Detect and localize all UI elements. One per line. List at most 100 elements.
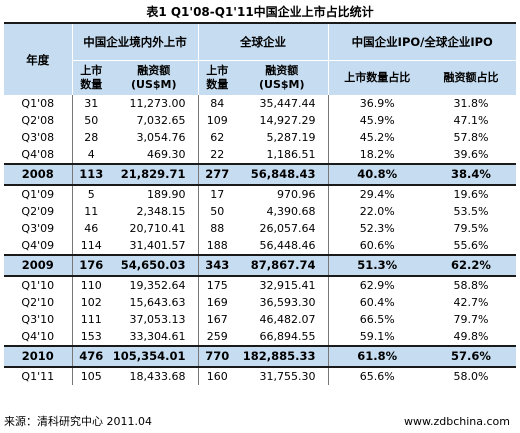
cell-china-amount: 105,354.01	[110, 345, 198, 368]
cell-ratio-count: 65.6%	[327, 367, 426, 385]
cell-china-amount: 2,348.15	[110, 203, 198, 220]
header-china-amount: 融资额 (US$M)	[110, 60, 198, 95]
cell-china-amount: 7,032.65	[110, 112, 198, 129]
cell-china-count: 11	[71, 203, 110, 220]
cell-china-amount: 189.90	[110, 185, 198, 203]
cell-global-amount: 970.96	[236, 185, 328, 203]
cell-ratio-count: 36.9%	[327, 95, 426, 112]
cell-period: Q2'10	[4, 294, 72, 311]
table-row-year-total: 2009 176 54,650.03 343 87,867.74 51.3% 62.2%	[4, 254, 517, 277]
cell-period: Q2'09	[4, 203, 72, 220]
cell-china-count: 476	[71, 345, 110, 368]
cell-global-amount: 5,287.19	[236, 129, 328, 146]
table-row: Q2'08 50 7,032.65 109 14,927.29 45.9% 47.1%	[4, 112, 517, 129]
cell-china-amount: 33,304.61	[110, 328, 198, 346]
cell-china-count: 4	[71, 146, 110, 164]
cell-global-amount: 46,482.07	[236, 311, 328, 328]
table-row-year-total: 2010 476 105,354.01 770 182,885.33 61.8% 57.6%	[4, 345, 517, 368]
table-row: Q3'10 111 37,053.13 167 46,482.07 66.5% 79.7%	[4, 311, 517, 328]
cell-china-amount: 31,401.57	[110, 237, 198, 255]
ipo-ratio-table: 年度 中国企业境内外上市 全球企业 中国企业IPO/全球企业IPO 上市 数量 …	[4, 24, 517, 385]
cell-ratio-count: 61.8%	[327, 345, 426, 368]
cell-china-count: 105	[71, 367, 110, 385]
table-row: Q1'08 31 11,273.00 84 35,447.44 36.9% 31.8%	[4, 95, 517, 112]
cell-ratio-count: 66.5%	[327, 311, 426, 328]
cell-china-count: 176	[71, 254, 110, 277]
cell-ratio-count: 45.9%	[327, 112, 426, 129]
cell-china-count: 46	[71, 220, 110, 237]
cell-china-count: 31	[71, 95, 110, 112]
cell-china-count: 102	[71, 294, 110, 311]
header-ratio-amount: 融资额占比	[426, 60, 517, 95]
cell-china-count: 28	[71, 129, 110, 146]
cell-global-amount: 31,755.30	[236, 367, 328, 385]
cell-global-amount: 56,448.46	[236, 237, 328, 255]
cell-china-count: 113	[71, 163, 110, 186]
cell-global-count: 259	[197, 328, 236, 346]
cell-period: Q1'08	[4, 95, 72, 112]
cell-global-count: 175	[197, 276, 236, 294]
cell-ratio-count: 22.0%	[327, 203, 426, 220]
header-year: 年度	[4, 24, 72, 95]
cell-china-amount: 37,053.13	[110, 311, 198, 328]
cell-global-amount: 66,894.55	[236, 328, 328, 346]
cell-china-count: 5	[71, 185, 110, 203]
source-url: www.zdbchina.com	[404, 415, 510, 428]
cell-china-count: 111	[71, 311, 110, 328]
table-row-year-total: 2008 113 21,829.71 277 56,848.43 40.8% 38.4%	[4, 163, 517, 186]
table-row: Q2'09 11 2,348.15 50 4,390.68 22.0% 53.5%	[4, 203, 517, 220]
cell-china-amount: 21,829.71	[110, 163, 198, 186]
cell-ratio-count: 60.4%	[327, 294, 426, 311]
cell-ratio-amount: 58.8%	[426, 276, 517, 294]
cell-ratio-count: 51.3%	[327, 254, 426, 277]
cell-global-amount: 32,915.41	[236, 276, 328, 294]
header-china-group: 中国企业境内外上市	[71, 24, 198, 61]
table-title: 表1 Q1'08-Q1'11中国企业上市占比统计	[146, 5, 374, 19]
cell-china-count: 114	[71, 237, 110, 255]
cell-global-amount: 35,447.44	[236, 95, 328, 112]
cell-ratio-count: 59.1%	[327, 328, 426, 346]
cell-period: Q2'08	[4, 112, 72, 129]
cell-ratio-amount: 57.8%	[426, 129, 517, 146]
cell-ratio-count: 18.2%	[327, 146, 426, 164]
cell-global-amount: 182,885.33	[236, 345, 328, 368]
cell-ratio-amount: 47.1%	[426, 112, 517, 129]
header-ratio-group: 中国企业IPO/全球企业IPO	[327, 24, 517, 61]
top-rule	[4, 22, 516, 24]
table-body: Q1'08 31 11,273.00 84 35,447.44 36.9% 31.8% Q2'…	[4, 95, 517, 385]
cell-global-count: 770	[197, 345, 236, 368]
table-row: Q1'09 5 189.90 17 970.96 29.4% 19.6%	[4, 185, 517, 203]
cell-ratio-amount: 58.0%	[426, 367, 517, 385]
cell-period: Q3'09	[4, 220, 72, 237]
cell-china-amount: 15,643.63	[110, 294, 198, 311]
cell-global-count: 88	[197, 220, 236, 237]
cell-global-count: 62	[197, 129, 236, 146]
cell-global-amount: 87,867.74	[236, 254, 328, 277]
cell-global-amount: 1,186.51	[236, 146, 328, 164]
cell-global-count: 188	[197, 237, 236, 255]
cell-period: Q3'08	[4, 129, 72, 146]
cell-ratio-amount: 62.2%	[426, 254, 517, 277]
cell-ratio-amount: 42.7%	[426, 294, 517, 311]
cell-period: Q4'10	[4, 328, 72, 346]
cell-ratio-count: 62.9%	[327, 276, 426, 294]
cell-china-amount: 20,710.41	[110, 220, 198, 237]
cell-global-count: 160	[197, 367, 236, 385]
cell-global-count: 167	[197, 311, 236, 328]
cell-ratio-amount: 57.6%	[426, 345, 517, 368]
cell-global-count: 277	[197, 163, 236, 186]
cell-ratio-count: 60.6%	[327, 237, 426, 255]
cell-china-count: 153	[71, 328, 110, 346]
cell-china-amount: 469.30	[110, 146, 198, 164]
cell-period: Q1'10	[4, 276, 72, 294]
cell-ratio-count: 40.8%	[327, 163, 426, 186]
cell-ratio-amount: 79.7%	[426, 311, 517, 328]
header-row-sub: 上市 数量 融资额 (US$M) 上市 数量 融资额 (US$M) 上市数量占比…	[4, 60, 517, 95]
header-global-amount: 融资额 (US$M)	[236, 60, 328, 95]
header-global-count: 上市 数量	[197, 60, 236, 95]
cell-period: Q3'10	[4, 311, 72, 328]
cell-ratio-count: 52.3%	[327, 220, 426, 237]
cell-china-amount: 54,650.03	[110, 254, 198, 277]
header-global-group: 全球企业	[197, 24, 328, 61]
